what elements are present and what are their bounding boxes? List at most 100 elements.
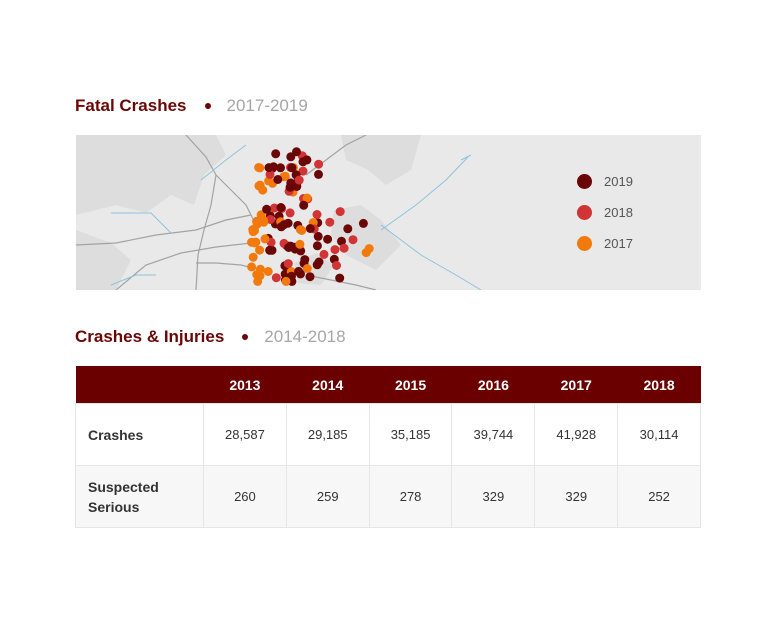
- waterway: [110, 274, 156, 286]
- waterway: [460, 154, 472, 161]
- crash-point: [265, 245, 275, 255]
- crash-point: [302, 193, 312, 203]
- road: [76, 214, 252, 246]
- legend-swatch-icon: [577, 174, 592, 189]
- crash-point: [335, 273, 345, 283]
- crash-point: [305, 272, 315, 282]
- row-label: Suspected Serious: [75, 465, 204, 528]
- legend-item-2017: 2017: [577, 228, 633, 259]
- crash-point: [319, 249, 329, 259]
- crash-point: [286, 178, 296, 188]
- separator-dot-icon: [242, 334, 249, 340]
- crash-point: [348, 235, 358, 245]
- crash-point: [256, 210, 266, 220]
- table-header-row: 2013 2014 2015 2016 2017 2018: [75, 366, 701, 404]
- crash-point: [296, 246, 306, 256]
- crash-point: [281, 276, 291, 286]
- fatal-crashes-map[interactable]: 2019 2018 2017: [76, 135, 701, 290]
- crash-point: [312, 241, 322, 251]
- map-canvas: [76, 135, 482, 290]
- table-header-year: 2015: [369, 366, 452, 404]
- crash-point: [252, 217, 262, 226]
- crash-point: [263, 267, 273, 276]
- crash-point: [298, 166, 308, 176]
- crash-point: [312, 260, 322, 270]
- table-cell: 259: [285, 465, 370, 528]
- crash-point: [262, 204, 272, 214]
- crash-point: [302, 155, 312, 165]
- crash-point: [313, 231, 323, 241]
- legend-item-2019: 2019: [577, 166, 633, 197]
- table-cell: 35,185: [368, 403, 453, 466]
- crash-point: [299, 200, 309, 210]
- road: [305, 274, 377, 290]
- table-header-year: 2016: [451, 366, 535, 404]
- crash-points: [247, 147, 374, 286]
- land-area: [341, 135, 421, 185]
- crash-point: [335, 207, 345, 217]
- crash-point: [297, 226, 307, 235]
- crashes-injuries-title: Crashes & Injuries: [75, 327, 225, 346]
- fatal-crashes-header: Fatal Crashes 2017-2019: [75, 96, 308, 116]
- fatal-crashes-range: 2017-2019: [226, 96, 308, 115]
- crash-point: [332, 261, 341, 270]
- legend-label: 2017: [604, 236, 633, 251]
- table-header-empty: [75, 366, 204, 404]
- table-row: Crashes 28,587 29,185 35,185 39,744 41,9…: [75, 403, 701, 466]
- crash-point: [294, 266, 304, 276]
- crash-point: [314, 169, 323, 179]
- crashes-injuries-range: 2014-2018: [264, 327, 346, 346]
- table-cell: 29,185: [285, 403, 370, 466]
- crash-point: [330, 245, 340, 255]
- table-cell: 260: [203, 465, 287, 528]
- waterway: [111, 212, 172, 234]
- crash-point: [294, 175, 304, 185]
- crash-point: [250, 226, 259, 236]
- crash-point: [323, 234, 333, 244]
- table-header-year: 2017: [534, 366, 618, 404]
- crash-point: [314, 159, 324, 169]
- crash-point: [361, 248, 371, 258]
- legend-label: 2018: [604, 205, 633, 220]
- table-cell: 30,114: [617, 403, 701, 466]
- crash-point: [271, 273, 281, 283]
- crash-point: [255, 245, 265, 255]
- crashes-injuries-header: Crashes & Injuries 2014-2018: [75, 327, 346, 347]
- table-cell: 329: [534, 465, 619, 528]
- roads: [76, 135, 377, 290]
- crash-point: [276, 203, 286, 212]
- crash-point: [295, 239, 305, 249]
- road: [115, 242, 252, 290]
- legend-swatch-icon: [577, 236, 592, 251]
- waterway: [200, 144, 247, 181]
- crash-point: [276, 163, 285, 173]
- land-area: [76, 135, 226, 215]
- table-header-year: 2014: [286, 366, 370, 404]
- crash-point: [255, 163, 265, 173]
- crash-point: [302, 264, 312, 273]
- table-header-year: 2013: [203, 366, 287, 404]
- crash-point: [305, 224, 315, 233]
- crash-point: [273, 175, 283, 184]
- crash-point: [283, 259, 293, 269]
- crash-point: [325, 217, 335, 227]
- crash-point: [254, 181, 264, 191]
- table-cell: 41,928: [534, 403, 619, 466]
- crash-point: [285, 208, 295, 218]
- crash-point: [284, 243, 294, 252]
- crash-point: [312, 210, 322, 219]
- legend-swatch-icon: [577, 205, 592, 220]
- crashes-injuries-table: 2013 2014 2015 2016 2017 2018 Crashes 28…: [75, 366, 701, 528]
- crash-point: [248, 252, 258, 262]
- crash-point: [264, 163, 274, 173]
- crash-point: [343, 224, 353, 234]
- table-cell: 252: [617, 465, 701, 528]
- crash-point: [265, 169, 275, 179]
- crash-point: [250, 238, 260, 248]
- land-area: [76, 230, 131, 290]
- crash-point: [300, 255, 310, 265]
- land-area: [331, 205, 401, 270]
- crash-point: [255, 271, 265, 281]
- waterways: [110, 144, 482, 290]
- table-cell: 329: [451, 465, 536, 528]
